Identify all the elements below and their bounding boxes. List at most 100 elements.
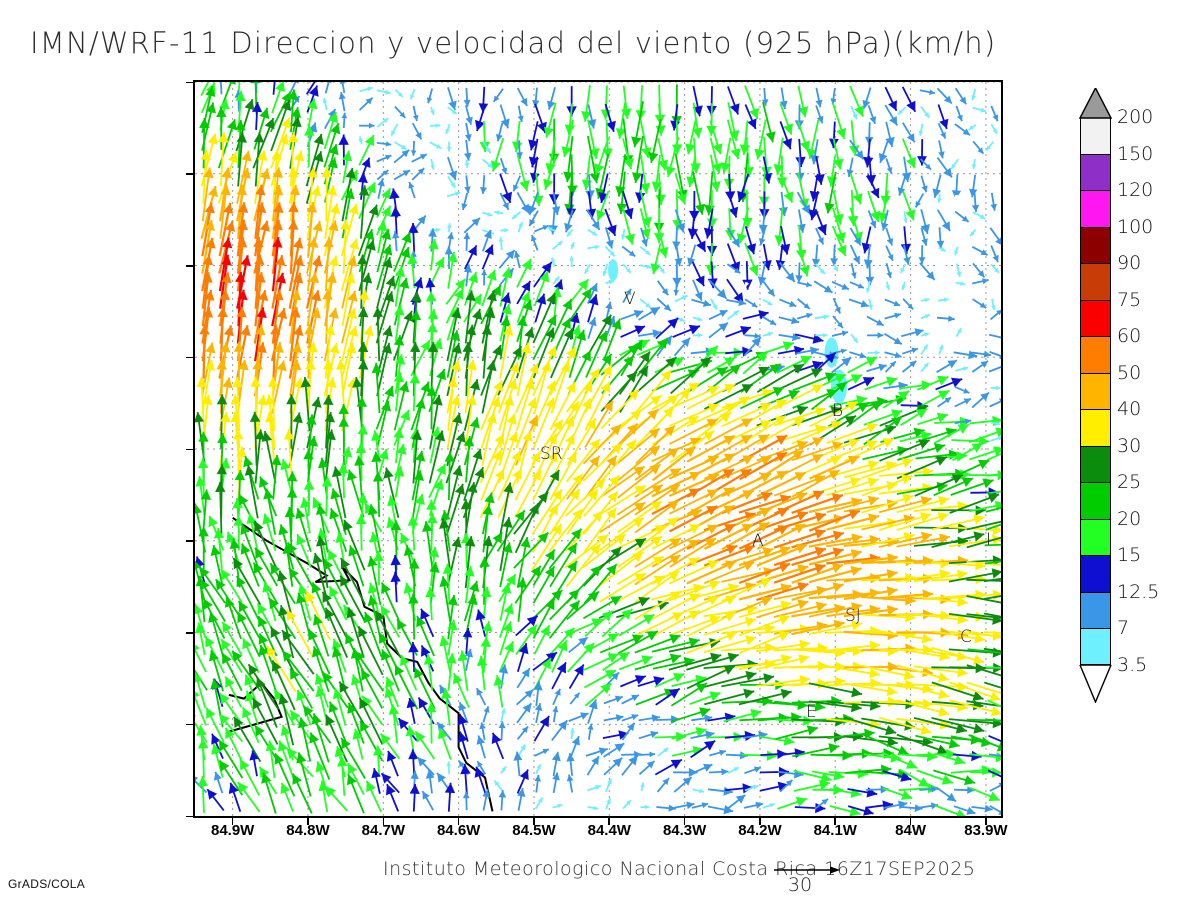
wind-vector-arrow [376, 169, 389, 181]
wind-vector-arrow [954, 194, 960, 201]
wind-vector-arrow [762, 101, 776, 143]
wind-vector-arrow [219, 184, 231, 239]
wind-vector-arrow [920, 105, 930, 119]
wind-vector-arrow [252, 117, 275, 169]
wind-vector-arrow [706, 103, 717, 136]
wind-vector-arrow [849, 120, 860, 156]
wind-vector-arrow [761, 87, 769, 106]
wind-vector-arrow [492, 88, 504, 103]
reference-vector-value: 30 [787, 874, 813, 896]
wind-vector-arrow [920, 209, 930, 235]
wind-vector-arrow [446, 141, 452, 152]
wind-vector-arrow [412, 105, 419, 122]
wind-vector-arrow [885, 158, 893, 174]
wind-vector-arrow [236, 132, 247, 187]
grads-credit: GrADS/COLA [8, 877, 86, 891]
wind-vector-arrow [547, 87, 556, 110]
wind-vector-arrow [494, 210, 504, 215]
wind-vector-arrow [903, 211, 908, 223]
wind-vector-arrow [692, 171, 706, 215]
wind-vector-arrow [849, 85, 864, 117]
x-axis-tick [608, 818, 611, 825]
wind-vector-arrow [726, 227, 741, 248]
wind-vector-arrow [428, 238, 439, 271]
wind-vector-arrow [253, 132, 265, 187]
wind-vector-arrow [938, 263, 946, 268]
wind-vector-arrow [918, 123, 924, 136]
wind-vector-arrow [465, 210, 471, 216]
wind-vector-arrow [971, 246, 989, 256]
wind-vector-arrow [937, 104, 949, 130]
wind-vector-arrow [236, 237, 248, 292]
wind-vector-arrow [850, 105, 858, 120]
wind-vector-arrow [710, 154, 721, 192]
wind-vector-arrow [358, 136, 364, 145]
wind-vector-arrow [482, 140, 492, 154]
x-axis-tick [834, 818, 837, 825]
wind-vector-arrow [878, 139, 890, 164]
wind-vector-arrow [954, 210, 970, 223]
wind-vector-arrow [639, 208, 651, 240]
wind-vector-arrow [304, 125, 315, 167]
wind-vector-arrow [324, 184, 338, 239]
wind-vector-arrow [880, 209, 889, 231]
wind-vector-arrow [200, 185, 218, 239]
wind-vector-arrow [410, 140, 417, 156]
wind-vector-arrow [726, 119, 741, 160]
wind-vector-arrow [357, 204, 379, 257]
wind-vector-arrow [901, 281, 906, 291]
wind-vector-arrow [919, 89, 936, 95]
wind-vector-arrow [955, 228, 963, 234]
lake-polygon [608, 259, 619, 282]
wind-vector-arrow [429, 141, 442, 150]
wind-vector-arrow [587, 135, 601, 184]
wind-vector-arrow [849, 139, 865, 160]
wind-vector-arrow [288, 132, 299, 187]
wind-vector-arrow [885, 281, 890, 291]
wind-vector-arrow [394, 105, 406, 119]
wind-vector-arrow [199, 117, 210, 169]
x-axis-tick [759, 818, 761, 825]
y-axis-tick [186, 815, 193, 818]
wind-vector-arrow [517, 105, 524, 123]
wind-vector-arrow [550, 257, 556, 268]
wind-vector-arrow [779, 121, 792, 150]
wind-vector-arrow [969, 229, 977, 237]
wind-vector-arrow [754, 119, 767, 160]
wind-vector-arrow [251, 101, 263, 130]
wind-vector-arrow [561, 119, 574, 158]
wind-vector-arrow [517, 221, 523, 233]
wind-vector-arrow [797, 85, 809, 118]
wind-vector-arrow [954, 87, 967, 105]
wind-vector-arrow [831, 280, 850, 291]
wind-vector-arrow [815, 227, 825, 245]
wind-vector-arrow [971, 88, 976, 101]
wind-vector-arrow [564, 209, 574, 233]
wind-vector-arrow [972, 211, 986, 220]
colorbar-segment [1080, 372, 1111, 409]
wind-vector-arrow [587, 119, 600, 160]
wind-vector-arrow [736, 207, 750, 245]
wind-vector-arrow [813, 280, 833, 294]
wind-vector-arrow [985, 141, 995, 152]
wind-vector-arrow [972, 278, 989, 285]
wind-vector-arrow [201, 167, 214, 222]
wind-vector-arrow [989, 227, 1001, 245]
wind-vector-arrow [709, 137, 722, 174]
x-axis-tick [307, 818, 309, 825]
wind-vector-arrow [533, 261, 553, 288]
city-label-b: B [832, 401, 844, 421]
wind-vector-arrow [479, 120, 490, 153]
wind-vector-arrow [376, 228, 391, 273]
wind-vector-arrow [512, 175, 522, 192]
wind-vector-arrow [885, 227, 894, 246]
colorbar-tick-label: 90 [1117, 252, 1142, 274]
wind-vector-arrow [598, 173, 609, 204]
wind-vector-arrow [394, 141, 408, 151]
wind-vector-arrow [376, 141, 392, 147]
wind-vector-arrow [235, 120, 246, 168]
wind-vector-arrow [390, 123, 399, 137]
wind-vector-arrow [621, 228, 626, 240]
wind-vector-arrow [551, 191, 561, 216]
